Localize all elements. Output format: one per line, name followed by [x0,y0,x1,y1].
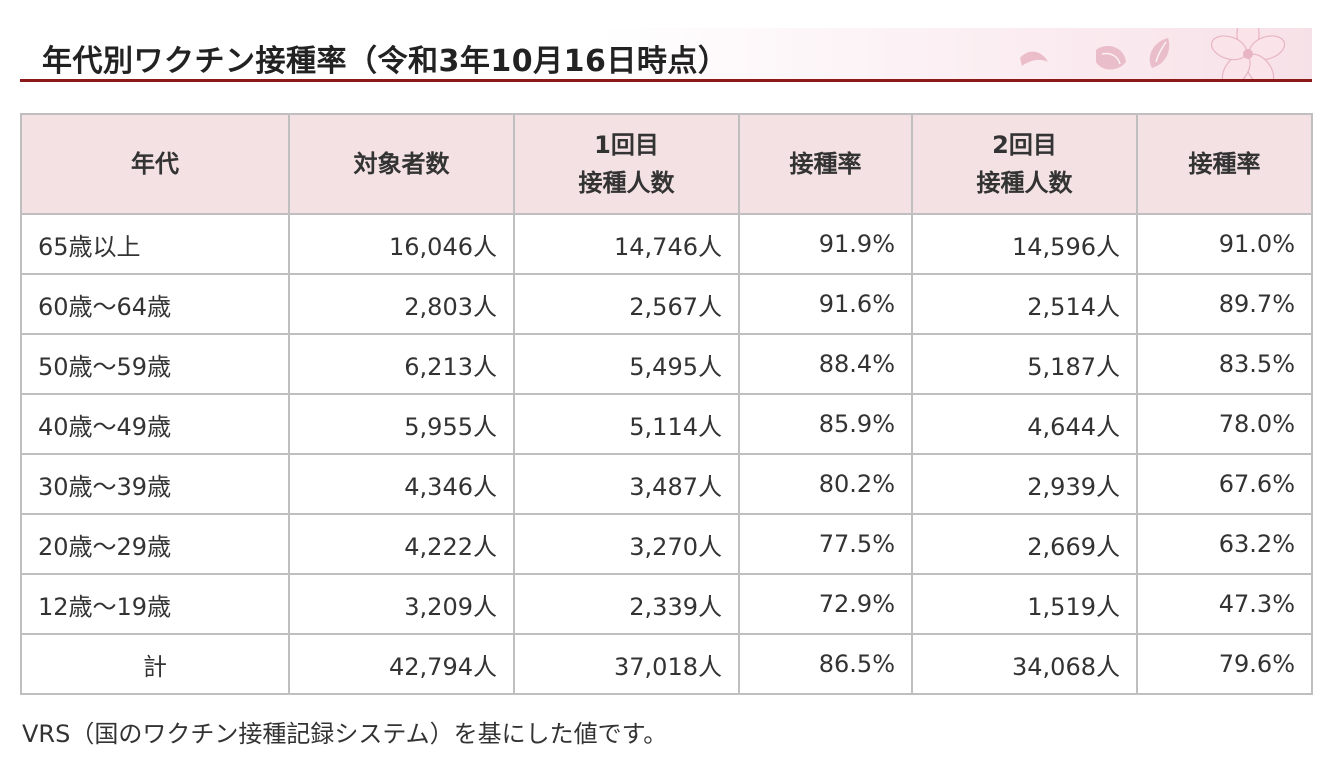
first-count-cell: 3,270人 [513,513,740,575]
age-cell: 20歳～29歳 [20,513,290,575]
header-second-count: 2回目 接種人数 [911,113,1138,215]
page-title: 年代別ワクチン接種率（令和3年10月16日時点） [42,44,729,79]
age-cell: 60歳～64歳 [20,273,290,335]
header-second-rate: 接種率 [1136,113,1313,215]
second-count-cell: 2,514人 [911,273,1138,335]
first-rate-cell: 77.5% [738,513,913,575]
footnote: VRS（国のワクチン接種記録システム）を基にした値です。 [22,720,668,748]
first-count-cell: 5,114人 [513,393,740,455]
target-cell: 2,803人 [288,273,515,335]
target-cell: 3,209人 [288,573,515,635]
first-count-cell: 3,487人 [513,453,740,515]
target-cell: 5,955人 [288,393,515,455]
first-rate-cell: 80.2% [738,453,913,515]
target-cell: 16,046人 [288,213,515,275]
first-count-cell: 14,746人 [513,213,740,275]
table-row: 50歳～59歳 6,213人 5,495人 88.4% 5,187人 83.5% [20,333,1313,395]
first-count-cell: 2,567人 [513,273,740,335]
header-target: 対象者数 [288,113,515,215]
header-first-rate: 接種率 [738,113,913,215]
age-cell: 40歳～49歳 [20,393,290,455]
header-age: 年代 [20,113,290,215]
age-cell: 30歳～39歳 [20,453,290,515]
first-count-cell: 5,495人 [513,333,740,395]
first-rate-cell: 72.9% [738,573,913,635]
target-cell: 6,213人 [288,333,515,395]
first-rate-cell: 85.9% [738,393,913,455]
table-header-row: 年代 対象者数 1回目 接種人数 接種率 2回目 接種人数 接種率 [20,113,1313,215]
table-row: 65歳以上 16,046人 14,746人 91.9% 14,596人 91.0… [20,213,1313,275]
vaccination-table: 年代 対象者数 1回目 接種人数 接種率 2回目 接種人数 接種率 65歳以上 16… [20,113,1313,695]
second-rate-cell: 83.5% [1136,333,1313,395]
second-rate-cell: 89.7% [1136,273,1313,335]
cherry-petal-icon [1020,51,1048,66]
table-row: 60歳～64歳 2,803人 2,567人 91.6% 2,514人 89.7% [20,273,1313,335]
second-count-cell: 2,939人 [911,453,1138,515]
cherry-petal-icon [1149,38,1170,68]
total-first-count-cell: 37,018人 [513,633,740,695]
cherry-petal-icon [1096,46,1126,70]
first-rate-cell: 91.9% [738,213,913,275]
target-cell: 4,222人 [288,513,515,575]
second-count-cell: 4,644人 [911,393,1138,455]
second-count-cell: 14,596人 [911,213,1138,275]
second-rate-cell: 63.2% [1136,513,1313,575]
second-rate-cell: 91.0% [1136,213,1313,275]
age-cell: 50歳～59歳 [20,333,290,395]
header-first-count: 1回目 接種人数 [513,113,740,215]
first-rate-cell: 91.6% [738,273,913,335]
second-rate-cell: 47.3% [1136,573,1313,635]
second-rate-cell: 67.6% [1136,453,1313,515]
total-target-cell: 42,794人 [288,633,515,695]
age-cell: 65歳以上 [20,213,290,275]
first-count-cell: 2,339人 [513,573,740,635]
table-total-row: 計 42,794人 37,018人 86.5% 34,068人 79.6% [20,633,1313,695]
second-count-cell: 1,519人 [911,573,1138,635]
total-label-cell: 計 [20,633,290,695]
second-rate-cell: 78.0% [1136,393,1313,455]
table-row: 30歳～39歳 4,346人 3,487人 80.2% 2,939人 67.6% [20,453,1313,515]
second-count-cell: 2,669人 [911,513,1138,575]
age-cell: 12歳～19歳 [20,573,290,635]
total-second-rate-cell: 79.6% [1136,633,1313,695]
table-row: 40歳～49歳 5,955人 5,114人 85.9% 4,644人 78.0% [20,393,1313,455]
table-row: 20歳～29歳 4,222人 3,270人 77.5% 2,669人 63.2% [20,513,1313,575]
total-second-count-cell: 34,068人 [911,633,1138,695]
title-bar: 年代別ワクチン接種率（令和3年10月16日時点） [20,28,1312,82]
first-rate-cell: 88.4% [738,333,913,395]
table-row: 12歳～19歳 3,209人 2,339人 72.9% 1,519人 47.3% [20,573,1313,635]
cherry-blossom-decoration [1020,28,1286,79]
cherry-blossom-icon [1210,28,1286,79]
total-first-rate-cell: 86.5% [738,633,913,695]
second-count-cell: 5,187人 [911,333,1138,395]
target-cell: 4,346人 [288,453,515,515]
